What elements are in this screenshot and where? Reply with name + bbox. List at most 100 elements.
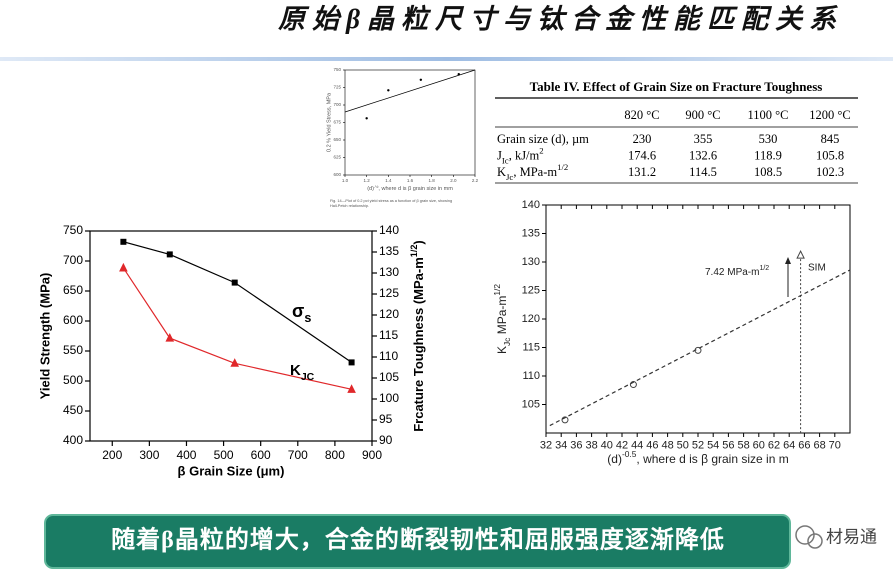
x-axis-title-part: , where d is β grain size in m [636, 452, 788, 466]
series-label-part: JC [301, 371, 315, 383]
marker [231, 279, 238, 286]
table-row-label-part: 1/2 [557, 162, 568, 172]
table-cell: 845 [821, 132, 840, 146]
annotation-part: 7.42 MPa-m [705, 267, 759, 278]
table-row-label-part: K [497, 165, 506, 179]
table-row-label-part: , kJ/m [509, 148, 540, 162]
series-line [123, 241, 352, 363]
x-tick-label: 34 [555, 440, 567, 452]
y-tick-label: 120 [522, 313, 540, 325]
title-rule [0, 57, 893, 61]
y-tick-label: 750 [63, 223, 83, 237]
x-tick-label: 900 [362, 448, 382, 462]
y-tick-label: 130 [522, 256, 540, 268]
x-tick-label: 400 [176, 448, 196, 462]
x-tick-label: 58 [737, 440, 749, 452]
x-tick-label: 62 [768, 440, 780, 452]
figure-caption: Hall-Petch relationship. [330, 204, 369, 208]
x-tick-label: 68 [813, 440, 825, 452]
y-tick-label: 600 [63, 313, 83, 327]
y-axis-title: Yield Strength (MPa) [37, 273, 52, 400]
table-row-label-part: Ic [502, 156, 509, 166]
y2-tick-label: 115 [379, 328, 398, 342]
watermark-icon [795, 525, 823, 549]
table-cell: 355 [694, 132, 713, 146]
table-cell: 105.8 [816, 148, 844, 162]
marker [348, 359, 355, 366]
y-tick-label: 400 [63, 433, 83, 447]
y-tick-label: 700 [63, 253, 83, 267]
table-cell: 132.6 [689, 148, 717, 162]
x-tick-label: 46 [646, 440, 658, 452]
x-tick-label: 44 [631, 440, 643, 452]
table-header: 1200 °C [809, 108, 850, 122]
y-axis-title-part: 1/2 [492, 284, 502, 296]
table-title: Table IV. Effect of Grain Size on Fractu… [530, 79, 823, 94]
x-axis-title-part: , where d is β grain size in mm [378, 186, 453, 192]
x-axis-title-part: -½ [374, 185, 379, 189]
y2-tick-label: 130 [379, 265, 399, 279]
y-tick-label: 450 [63, 403, 83, 417]
marker [796, 250, 805, 259]
y-tick-label: 700 [333, 102, 341, 107]
y-tick-label: 725 [333, 85, 341, 90]
y2-tick-label: 125 [379, 286, 399, 300]
x-tick-label: 700 [288, 448, 308, 462]
table-cell: 118.9 [754, 148, 782, 162]
series-line [344, 69, 476, 113]
y2-tick-label: 95 [379, 412, 393, 426]
x-tick-label: 800 [325, 448, 345, 462]
series-label: SIM [808, 263, 826, 274]
marker [166, 251, 173, 258]
series-label-part: σ [292, 301, 304, 321]
x-tick-label: 36 [570, 440, 582, 452]
table-cell: 114.5 [689, 165, 717, 179]
y-tick-label: 500 [63, 373, 83, 387]
x-tick-label: 56 [722, 440, 734, 452]
y2-axis-title-part: 1/2 [409, 245, 419, 258]
table-cell: 174.6 [628, 148, 656, 162]
y-tick-label: 750 [333, 67, 341, 72]
x-tick-label: 1.2 [364, 178, 371, 183]
marker [120, 238, 127, 245]
y-axis-title: KJc MPa-m1/2 [492, 284, 512, 354]
y-axis-title: 0.2 % Yield Stress, MPa [326, 92, 332, 152]
x-axis-title: (d)-0.5, where d is β grain size in m [607, 449, 788, 466]
banner-text: 随着β晶粒的增大，合金的断裂韧性和屈服强度逐渐降低 [111, 526, 725, 554]
y-tick-label: 125 [522, 284, 540, 296]
x-tick-label: 64 [783, 440, 795, 452]
x-tick-label: 48 [661, 440, 673, 452]
x-axis-title-part: (d) [607, 452, 622, 466]
table-cell: 102.3 [816, 165, 844, 179]
y2-tick-label: 120 [379, 307, 399, 321]
x-tick-label: 66 [798, 440, 810, 452]
y2-tick-label: 90 [379, 433, 393, 447]
y2-tick-label: 135 [379, 244, 399, 258]
y-tick-label: 675 [333, 120, 341, 125]
y2-axis-title-part: Frcature Toughness (MPa-m [411, 257, 426, 432]
table-row-label-part: , MPa-m [513, 165, 557, 179]
marker [419, 78, 423, 82]
table-cell: 131.2 [628, 165, 656, 179]
x-tick-label: 300 [139, 448, 159, 462]
y2-axis-title: Frcature Toughness (MPa-m1/2) [409, 240, 426, 432]
y2-tick-label: 105 [379, 370, 399, 384]
table-cell: 530 [759, 132, 778, 146]
y-tick-label: 135 [522, 227, 540, 239]
series-label: σs [292, 301, 311, 326]
series-label-part: K [290, 362, 301, 379]
y2-tick-label: 140 [379, 223, 399, 237]
x-tick-label: 2.0 [450, 178, 457, 183]
table-header: 1100 °C [748, 108, 789, 122]
x-tick-label: 32 [540, 440, 552, 452]
x-axis-title-part: (d) [367, 186, 374, 192]
x-tick-label: 54 [707, 440, 719, 452]
table-cell: 108.5 [754, 165, 782, 179]
slide-title: 原始β晶粒尺寸与钛合金性能匹配关系 [278, 4, 843, 34]
marker [347, 384, 356, 393]
y2-tick-label: 100 [379, 391, 399, 405]
y-tick-label: 650 [63, 283, 83, 297]
x-tick-label: 1.8 [429, 178, 436, 183]
